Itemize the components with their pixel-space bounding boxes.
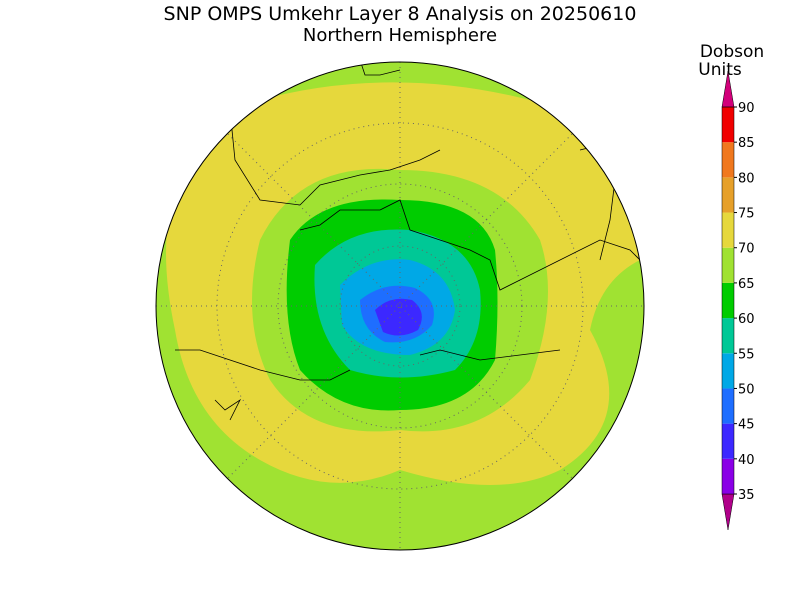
- colorbar-tick-label: 65: [738, 277, 755, 292]
- map-border: [155, 61, 645, 551]
- colorbar-segment: [722, 107, 734, 143]
- colorbar-segment: [722, 142, 734, 178]
- map: [156, 62, 644, 550]
- colorbar-segment: [722, 458, 734, 494]
- colorbar-tick-label: 85: [738, 136, 755, 151]
- colorbar-tick-label: 80: [738, 171, 755, 186]
- colorbar: 35 40 45 50 55 60 65 70 75 80 85 90: [721, 70, 755, 531]
- colorbar-segment: [722, 318, 734, 354]
- colorbar-tick-label: 50: [738, 382, 755, 397]
- title: SNP OMPS Umkehr Layer 8 Analysis on 2025…: [164, 3, 637, 25]
- colorbar-segment: [722, 177, 734, 213]
- colorbar-tick-label: 45: [738, 418, 755, 433]
- colorbar-segment: [722, 212, 734, 248]
- colorbar-tick-label: 60: [738, 312, 755, 327]
- colorbar-tick-label: 75: [738, 207, 755, 222]
- colorbar-label: Units: [698, 60, 742, 80]
- colorbar-segment: [722, 282, 734, 319]
- colorbar-tick-label: 40: [738, 453, 755, 468]
- colorbar-segment: [722, 388, 734, 424]
- colorbar-segment: [722, 423, 734, 459]
- colorbar-tick-label: 90: [738, 101, 755, 116]
- colorbar-frame: [721, 106, 735, 495]
- colorbar-segment: [722, 353, 734, 389]
- colorbar-tick-label: 35: [738, 488, 755, 503]
- colorbar-tick-label: 55: [738, 347, 755, 362]
- colorbar-segment: [722, 247, 734, 283]
- colorbar-tick-label: 70: [738, 242, 755, 257]
- subtitle: Northern Hemisphere: [303, 25, 497, 46]
- colorbar-extend-low: [721, 493, 735, 531]
- colorbar-label: Dobson: [700, 42, 764, 62]
